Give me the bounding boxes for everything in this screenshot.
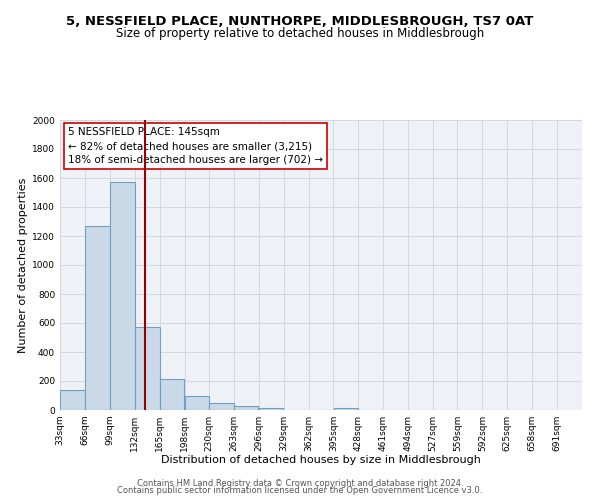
Text: Size of property relative to detached houses in Middlesbrough: Size of property relative to detached ho…: [116, 28, 484, 40]
Text: Contains public sector information licensed under the Open Government Licence v3: Contains public sector information licen…: [118, 486, 482, 495]
Bar: [85, 226, 110, 410]
Bar: [234, 406, 259, 410]
Bar: [334, 408, 358, 410]
Text: 5 NESSFIELD PLACE: 145sqm
← 82% of detached houses are smaller (3,215)
18% of se: 5 NESSFIELD PLACE: 145sqm ← 82% of detac…: [68, 127, 323, 165]
Bar: [185, 396, 209, 410]
Bar: [259, 408, 283, 410]
Bar: [60, 390, 85, 410]
Y-axis label: Number of detached properties: Number of detached properties: [18, 178, 28, 352]
Bar: [135, 326, 160, 410]
Bar: [110, 182, 134, 410]
Text: Contains HM Land Registry data © Crown copyright and database right 2024.: Contains HM Land Registry data © Crown c…: [137, 478, 463, 488]
Bar: [209, 403, 233, 410]
Text: 5, NESSFIELD PLACE, NUNTHORPE, MIDDLESBROUGH, TS7 0AT: 5, NESSFIELD PLACE, NUNTHORPE, MIDDLESBR…: [67, 15, 533, 28]
Bar: [160, 379, 184, 410]
X-axis label: Distribution of detached houses by size in Middlesbrough: Distribution of detached houses by size …: [161, 456, 481, 466]
